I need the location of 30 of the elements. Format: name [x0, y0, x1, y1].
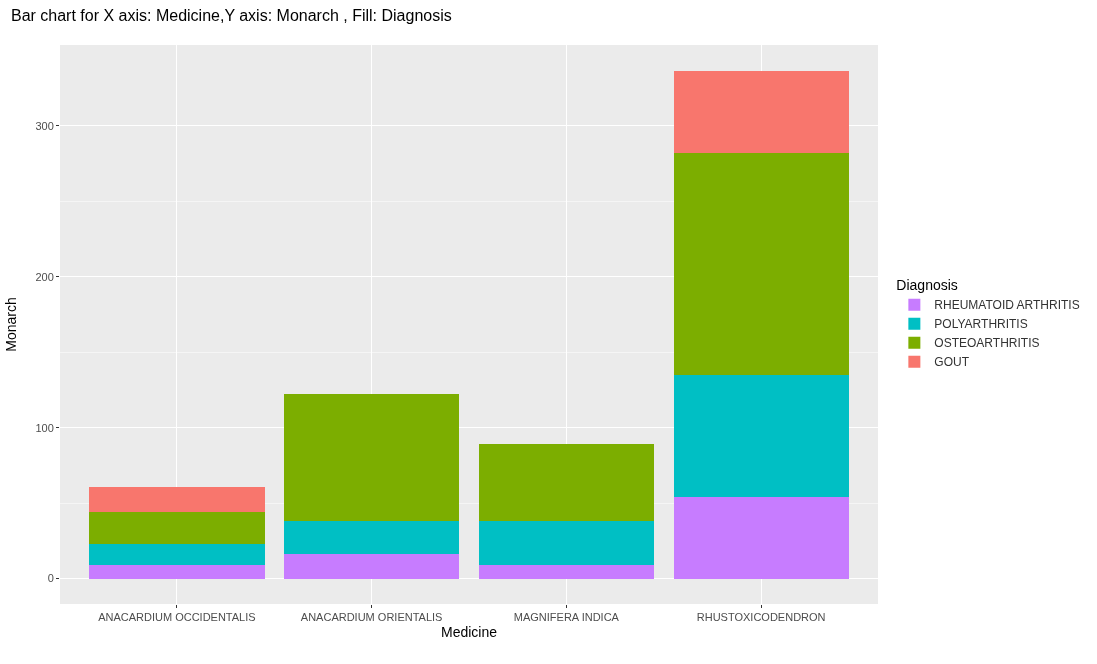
bar [478, 565, 655, 579]
legend-title: Diagnosis [896, 277, 958, 294]
bar [673, 71, 849, 153]
bar [89, 543, 265, 566]
bar [673, 497, 849, 579]
x-axis-title: Medicine [440, 623, 498, 640]
y-tick-label: 300 [35, 119, 54, 132]
chart-title: Bar chart for X axis: Medicine,Y axis: Monarch , Fill: Diagnosis [10, 7, 452, 25]
bar [283, 394, 460, 522]
bar [283, 521, 460, 555]
y-tick-label: 0 [47, 572, 54, 585]
x-tick-label: ANACARDIUM OCCIDENTALIS [98, 611, 256, 624]
legend-label: RHEUMATOID ARTHRITIS [934, 298, 1080, 313]
legend-label: GOUT [934, 355, 970, 370]
bar [89, 512, 265, 544]
bar [673, 152, 849, 375]
bar [673, 374, 849, 498]
x-tick-label: MAGNIFERA INDICA [513, 611, 620, 624]
y-tick-label: 200 [35, 270, 54, 283]
bar [89, 565, 265, 579]
y-axis-title: Monarch [3, 297, 20, 352]
x-tick-label: RHUSTOXICODENDRON [696, 611, 826, 624]
legend-label: OSTEOARTHRITIS [934, 336, 1040, 351]
bar [89, 486, 265, 513]
x-tick-label: ANACARDIUM ORIENTALIS [300, 611, 443, 624]
bar [283, 554, 460, 579]
bar [478, 444, 655, 522]
y-tick-label: 100 [35, 421, 54, 434]
bar [478, 521, 655, 566]
legend-label: POLYARTHRITIS [934, 317, 1028, 332]
